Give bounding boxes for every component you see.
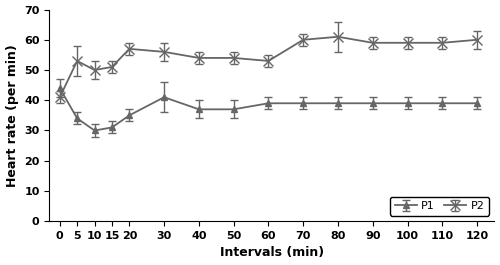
- Legend: P1, P2: P1, P2: [390, 197, 489, 216]
- X-axis label: Intervals (min): Intervals (min): [220, 246, 324, 259]
- Y-axis label: Heart rate (per min): Heart rate (per min): [6, 44, 18, 187]
